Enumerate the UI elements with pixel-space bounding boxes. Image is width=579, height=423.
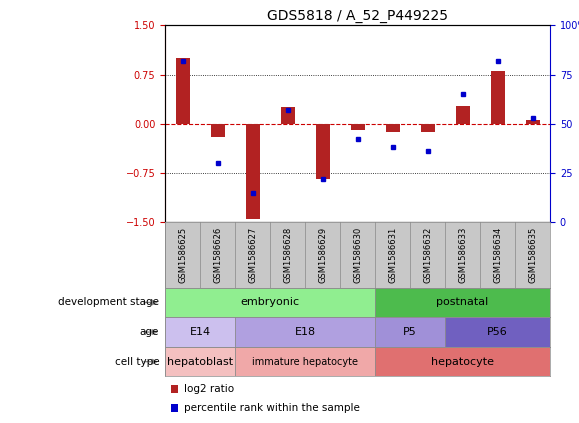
Text: P5: P5 xyxy=(403,327,417,337)
Bar xyxy=(235,317,375,347)
Bar xyxy=(316,124,329,179)
Text: hepatoblast: hepatoblast xyxy=(167,357,233,367)
Text: GSM1586632: GSM1586632 xyxy=(423,227,432,283)
Bar xyxy=(375,317,445,347)
Text: percentile rank within the sample: percentile rank within the sample xyxy=(184,403,360,413)
Text: log2 ratio: log2 ratio xyxy=(184,384,234,394)
Text: age: age xyxy=(140,327,159,337)
Bar xyxy=(386,124,400,132)
Text: immature hepatocyte: immature hepatocyte xyxy=(252,357,358,367)
Text: GSM1586634: GSM1586634 xyxy=(493,227,502,283)
Text: hepatocyte: hepatocyte xyxy=(431,357,494,367)
Bar xyxy=(175,58,189,124)
Text: postnatal: postnatal xyxy=(437,297,489,308)
Text: E18: E18 xyxy=(295,327,316,337)
Text: GSM1586629: GSM1586629 xyxy=(318,227,327,283)
Text: cell type: cell type xyxy=(115,357,159,367)
Bar xyxy=(245,124,259,219)
Bar xyxy=(165,347,235,376)
Bar xyxy=(445,317,550,347)
Bar xyxy=(420,124,434,132)
Text: GSM1586628: GSM1586628 xyxy=(283,227,292,283)
Bar xyxy=(165,288,375,317)
Bar xyxy=(350,124,365,130)
Bar xyxy=(375,288,550,317)
Text: GSM1586627: GSM1586627 xyxy=(248,227,257,283)
Bar xyxy=(165,317,235,347)
Title: GDS5818 / A_52_P449225: GDS5818 / A_52_P449225 xyxy=(267,9,448,23)
Text: development stage: development stage xyxy=(58,297,159,308)
Text: GSM1586625: GSM1586625 xyxy=(178,227,187,283)
Bar xyxy=(211,124,225,137)
Text: GSM1586626: GSM1586626 xyxy=(213,227,222,283)
Text: embryonic: embryonic xyxy=(240,297,299,308)
Text: GSM1586633: GSM1586633 xyxy=(458,227,467,283)
Bar xyxy=(456,106,470,124)
Text: P56: P56 xyxy=(487,327,508,337)
Bar xyxy=(235,347,375,376)
Bar xyxy=(526,121,540,124)
Text: E14: E14 xyxy=(189,327,211,337)
Text: GSM1586630: GSM1586630 xyxy=(353,227,362,283)
Text: GSM1586631: GSM1586631 xyxy=(388,227,397,283)
Bar xyxy=(280,107,295,124)
Text: GSM1586635: GSM1586635 xyxy=(528,227,537,283)
Bar xyxy=(490,71,504,124)
Bar xyxy=(375,347,550,376)
